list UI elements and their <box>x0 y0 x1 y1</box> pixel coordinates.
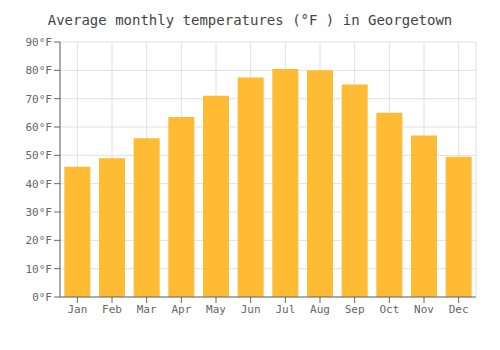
svg-text:Sep: Sep <box>345 303 365 316</box>
svg-text:Nov: Nov <box>414 303 434 316</box>
html-text:Average monthly temperatures (: Average monthly temperatures (°F ) in Ge… <box>47 12 453 28</box>
svg-text:Jan: Jan <box>67 303 87 316</box>
svg-text:Jun: Jun <box>241 303 261 316</box>
svg-text:10°F: 10°F <box>26 263 53 276</box>
svg-text:90°F: 90°F <box>26 36 53 49</box>
svg-text:50°F: 50°F <box>26 149 53 162</box>
svg-text:80°F: 80°F <box>26 64 53 77</box>
svg-text:0°F: 0°F <box>32 291 52 304</box>
svg-text:20°F: 20°F <box>26 234 53 247</box>
svg-text:70°F: 70°F <box>26 93 53 106</box>
svg-text:May: May <box>206 303 226 316</box>
svg-text:Apr: Apr <box>171 303 191 316</box>
svg-text:Aug: Aug <box>310 303 330 316</box>
svg-text:Feb: Feb <box>102 303 122 316</box>
svg-text:Jul: Jul <box>275 303 295 316</box>
svg-text:60°F: 60°F <box>26 121 53 134</box>
svg-text:Mar: Mar <box>137 303 157 316</box>
svg-text:40°F: 40°F <box>26 178 53 191</box>
svg-text:Oct: Oct <box>379 303 399 316</box>
svg-text:30°F: 30°F <box>26 206 53 219</box>
svg-text:Dec: Dec <box>449 303 469 316</box>
